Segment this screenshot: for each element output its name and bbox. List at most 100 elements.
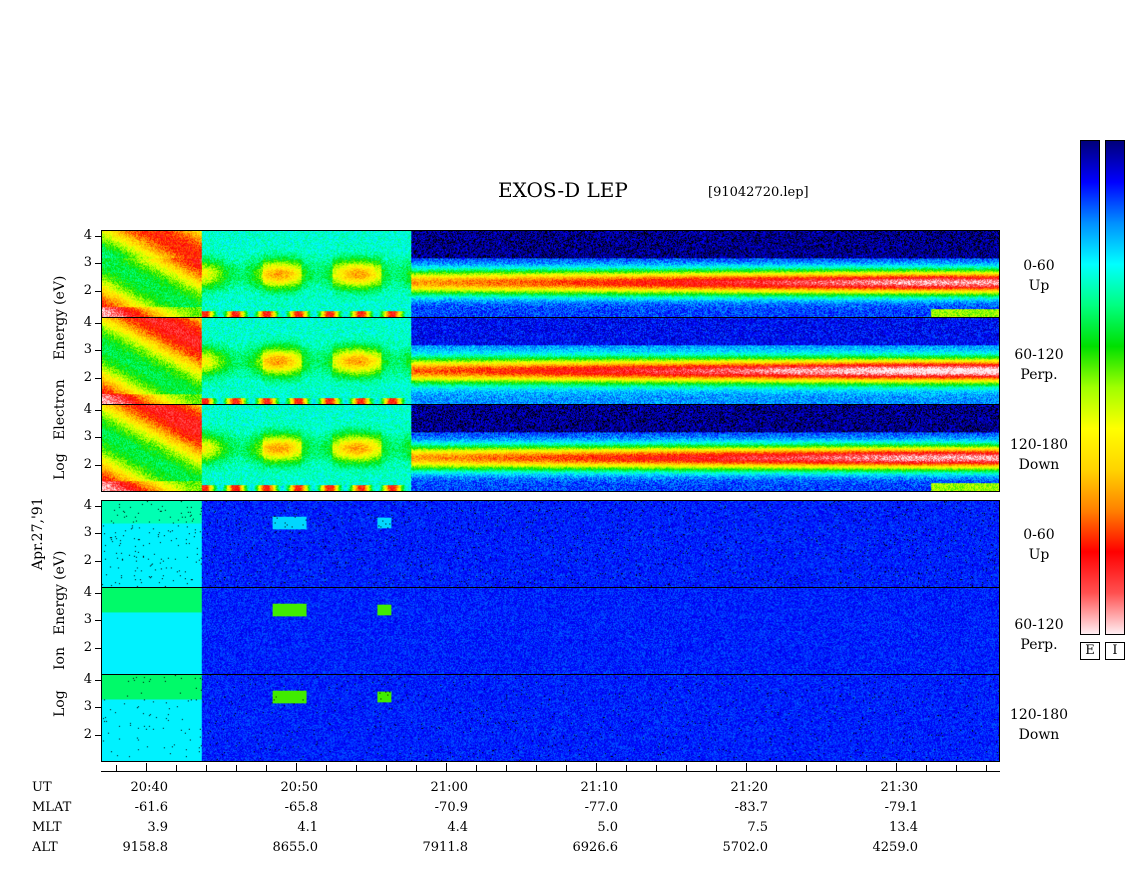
orbit-cell-ut: 21:10 xyxy=(580,780,618,795)
x-minor-tick xyxy=(266,765,267,771)
y-tick-mark xyxy=(95,350,101,351)
x-minor-tick xyxy=(236,765,237,771)
electron-axis-electron: Electron xyxy=(52,379,68,440)
y-tick-label: 3 xyxy=(83,525,92,540)
panel-label-ion-perp: 60-120 Perp. xyxy=(1014,617,1064,653)
orbit-cell-mlt: 4.1 xyxy=(297,820,318,835)
x-minor-tick xyxy=(866,765,867,771)
y-tick-label: 3 xyxy=(83,699,92,714)
orbit-cell-mlt: 13.4 xyxy=(889,820,918,835)
ion-down-spectrogram xyxy=(102,675,999,761)
panel-label-electron-down: 120-180 Down xyxy=(1009,437,1069,473)
y-tick-mark xyxy=(95,679,101,681)
x-minor-tick xyxy=(926,765,927,771)
x-minor-tick xyxy=(356,765,357,771)
y-tick-label: 2 xyxy=(83,369,92,385)
time-axis xyxy=(101,771,1000,772)
orbit-cell-mlat: -65.8 xyxy=(284,800,318,815)
electron-down-spectrogram xyxy=(102,405,999,491)
y-tick-mark xyxy=(95,377,101,379)
date-label: Apr.27,'91 xyxy=(30,497,46,570)
electron-axis-log: Log xyxy=(52,453,68,480)
ion-panel-up xyxy=(101,500,1000,588)
electron-panel-up xyxy=(101,230,1000,318)
y-tick-mark xyxy=(95,647,101,649)
y-tick-mark xyxy=(95,707,101,708)
x-minor-tick xyxy=(626,765,627,771)
y-tick-label: 4 xyxy=(83,401,92,417)
y-tick-label: 4 xyxy=(83,584,92,600)
orbit-cell-ut: 21:00 xyxy=(430,780,468,795)
electron-up-spectrogram xyxy=(102,231,999,317)
y-tick-label: 2 xyxy=(83,456,92,472)
x-minor-tick xyxy=(716,765,717,771)
ion-panel-perp xyxy=(101,587,1000,675)
y-tick-mark xyxy=(95,437,101,438)
orbit-cell-ut: 21:30 xyxy=(880,780,918,795)
chart-title: EXOS-D LEP xyxy=(498,178,628,202)
orbit-cell-alt: 5702.0 xyxy=(722,840,769,855)
x-major-tick xyxy=(146,763,147,771)
panel-label-ion-down: 120-180 Down xyxy=(1009,707,1069,743)
x-major-tick xyxy=(596,763,597,771)
orbit-cell-mlat: -79.1 xyxy=(884,800,918,815)
x-minor-tick xyxy=(206,765,207,771)
y-tick-label: 4 xyxy=(83,227,92,243)
y-tick-label: 2 xyxy=(83,282,92,298)
y-tick-label: 3 xyxy=(83,255,92,270)
orbit-cell-mlat: -83.7 xyxy=(734,800,768,815)
orbit-cell-alt: 9158.8 xyxy=(122,840,169,855)
x-minor-tick xyxy=(326,765,327,771)
y-tick-label: 4 xyxy=(83,314,92,330)
electron-panel-down xyxy=(101,404,1000,492)
x-minor-tick xyxy=(416,765,417,771)
y-tick-mark xyxy=(95,560,101,562)
x-minor-tick xyxy=(116,765,117,771)
orbit-cell-mlat: -61.6 xyxy=(134,800,168,815)
y-tick-mark xyxy=(95,290,101,292)
orbit-cell-ut: 21:20 xyxy=(730,780,768,795)
x-minor-tick xyxy=(476,765,477,771)
y-tick-mark xyxy=(95,734,101,736)
x-major-tick xyxy=(296,763,297,771)
file-name: [91042720.lep] xyxy=(708,185,809,200)
orbit-cell-mlt: 7.5 xyxy=(747,820,768,835)
y-tick-mark xyxy=(95,620,101,621)
orbit-cell-mlat: -70.9 xyxy=(434,800,468,815)
ion-colorbar xyxy=(1105,140,1125,635)
y-tick-mark xyxy=(95,533,101,534)
ion-axis-log: Log xyxy=(52,690,68,717)
panel-label-ion-up: 0-60 Up xyxy=(1023,527,1055,563)
x-minor-tick xyxy=(686,765,687,771)
electron-axis-energy: Energy xyxy=(52,308,68,360)
orbit-cell-mlt: 5.0 xyxy=(597,820,618,835)
y-tick-mark xyxy=(95,592,101,594)
x-minor-tick xyxy=(806,765,807,771)
ion-colorbar-label: I xyxy=(1105,642,1125,660)
y-tick-mark xyxy=(95,505,101,507)
orbit-cell-ut: 20:40 xyxy=(130,780,168,795)
y-tick-mark xyxy=(95,263,101,264)
y-tick-label: 4 xyxy=(83,671,92,687)
ion-axis-ion: Ion xyxy=(52,647,68,670)
x-minor-tick xyxy=(956,765,957,771)
orbit-cell-alt: 7911.8 xyxy=(422,840,469,855)
x-minor-tick xyxy=(566,765,567,771)
x-minor-tick xyxy=(536,765,537,771)
y-tick-mark xyxy=(95,409,101,411)
y-tick-label: 2 xyxy=(83,726,92,742)
y-tick-mark xyxy=(95,322,101,324)
x-minor-tick xyxy=(776,765,777,771)
orbit-cell-ut: 20:50 xyxy=(280,780,318,795)
y-tick-label: 3 xyxy=(83,342,92,357)
orbit-cell-alt: 4259.0 xyxy=(872,840,919,855)
row-label-mlt: MLT xyxy=(32,820,62,835)
x-major-tick xyxy=(746,763,747,771)
x-minor-tick xyxy=(986,765,987,771)
y-tick-label: 2 xyxy=(83,552,92,568)
orbit-cell-mlat: -77.0 xyxy=(584,800,618,815)
electron-colorbar xyxy=(1080,140,1100,635)
x-minor-tick xyxy=(176,765,177,771)
electron-axis-unit: (eV) xyxy=(52,275,68,305)
row-label-mlat: MLAT xyxy=(32,800,72,815)
